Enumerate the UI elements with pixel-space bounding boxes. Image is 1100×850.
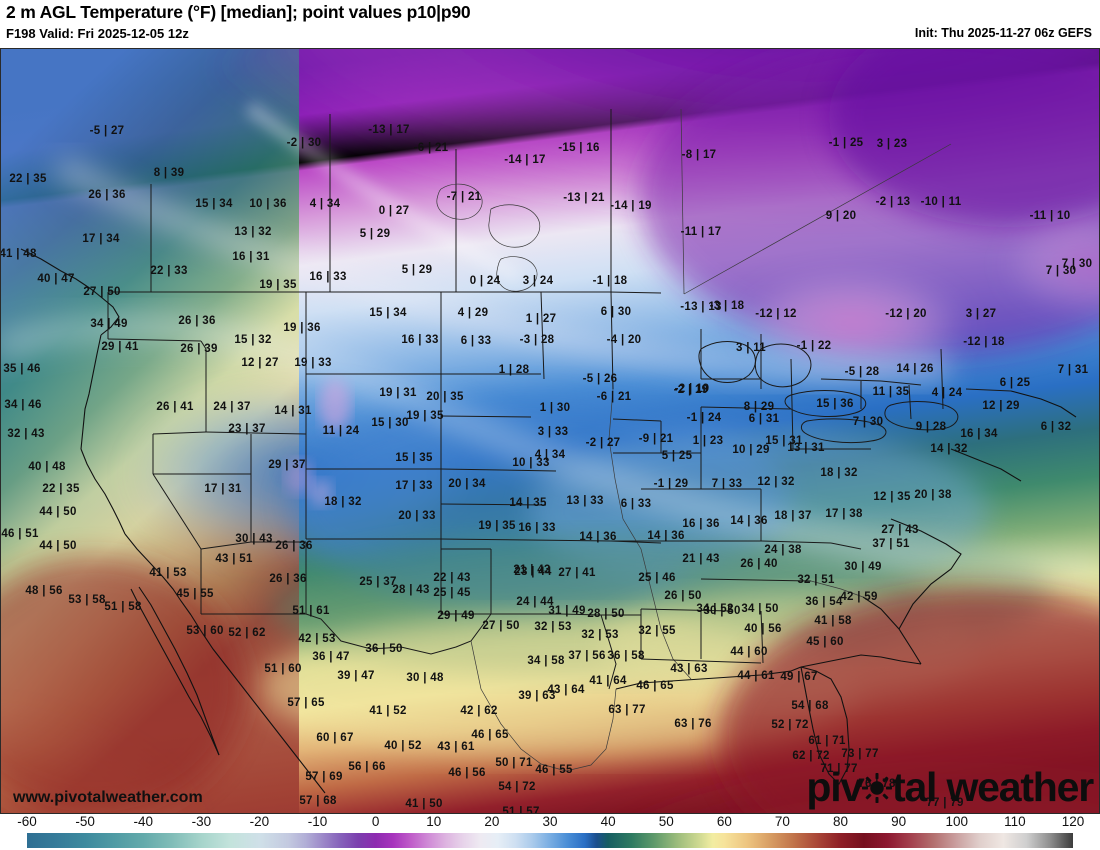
temperature-field bbox=[1, 49, 1099, 813]
valid-time-label: F198 Valid: Fri 2025-12-05 12z bbox=[6, 26, 189, 41]
colorbar-tick: -10 bbox=[307, 814, 328, 829]
colorbar-tick: 30 bbox=[542, 814, 558, 829]
brand-watermark-left: piv bbox=[806, 764, 863, 810]
colorbar-tick: 120 bbox=[1061, 814, 1085, 829]
colorbar-tick: 100 bbox=[945, 814, 969, 829]
temperature-map[interactable]: -5 | 27 -2 | 30 -13 | 17 -6 | 21 -14 | 17 -15… bbox=[0, 48, 1100, 814]
colorbar-tick: 40 bbox=[600, 814, 616, 829]
site-url-watermark: www.pivotalweather.com bbox=[13, 789, 203, 806]
colorbar-tick: -60 bbox=[17, 814, 37, 829]
brand-watermark: piv bbox=[806, 764, 1094, 811]
colorbar-legend: -60 -50 -40 -30 -20 -10 0 10 20 30 40 50 60 70 80 90 100… bbox=[0, 814, 1100, 850]
colorbar-tick-labels: -60 -50 -40 -30 -20 -10 0 10 20 30 40 50 60 70 80 90 100… bbox=[0, 814, 1100, 832]
init-time-label: Init: Thu 2025-11-27 06z GEFS bbox=[914, 26, 1092, 40]
colorbar-gradient bbox=[27, 833, 1073, 848]
map-header: 2 m AGL Temperature (°F) [median]; point… bbox=[0, 0, 1100, 48]
colorbar-tick: 60 bbox=[716, 814, 732, 829]
colorbar-tick: 80 bbox=[833, 814, 849, 829]
sun-gear-icon bbox=[862, 766, 892, 803]
colorbar-tick: 50 bbox=[658, 814, 674, 829]
colorbar-tick: 20 bbox=[484, 814, 500, 829]
colorbar-tick: 70 bbox=[774, 814, 790, 829]
colorbar-tick: -50 bbox=[75, 814, 95, 829]
colorbar-tick: -40 bbox=[133, 814, 153, 829]
brand-watermark-right: tal weather bbox=[892, 764, 1094, 810]
page-title: 2 m AGL Temperature (°F) [median]; point… bbox=[6, 2, 471, 22]
colorbar-tick: 10 bbox=[426, 814, 442, 829]
colorbar-tick: 0 bbox=[371, 814, 380, 829]
colorbar-tick: 90 bbox=[891, 814, 907, 829]
colorbar-tick: 110 bbox=[1004, 814, 1026, 829]
colorbar-tick: -30 bbox=[191, 814, 212, 829]
colorbar-tick: -20 bbox=[249, 814, 270, 829]
